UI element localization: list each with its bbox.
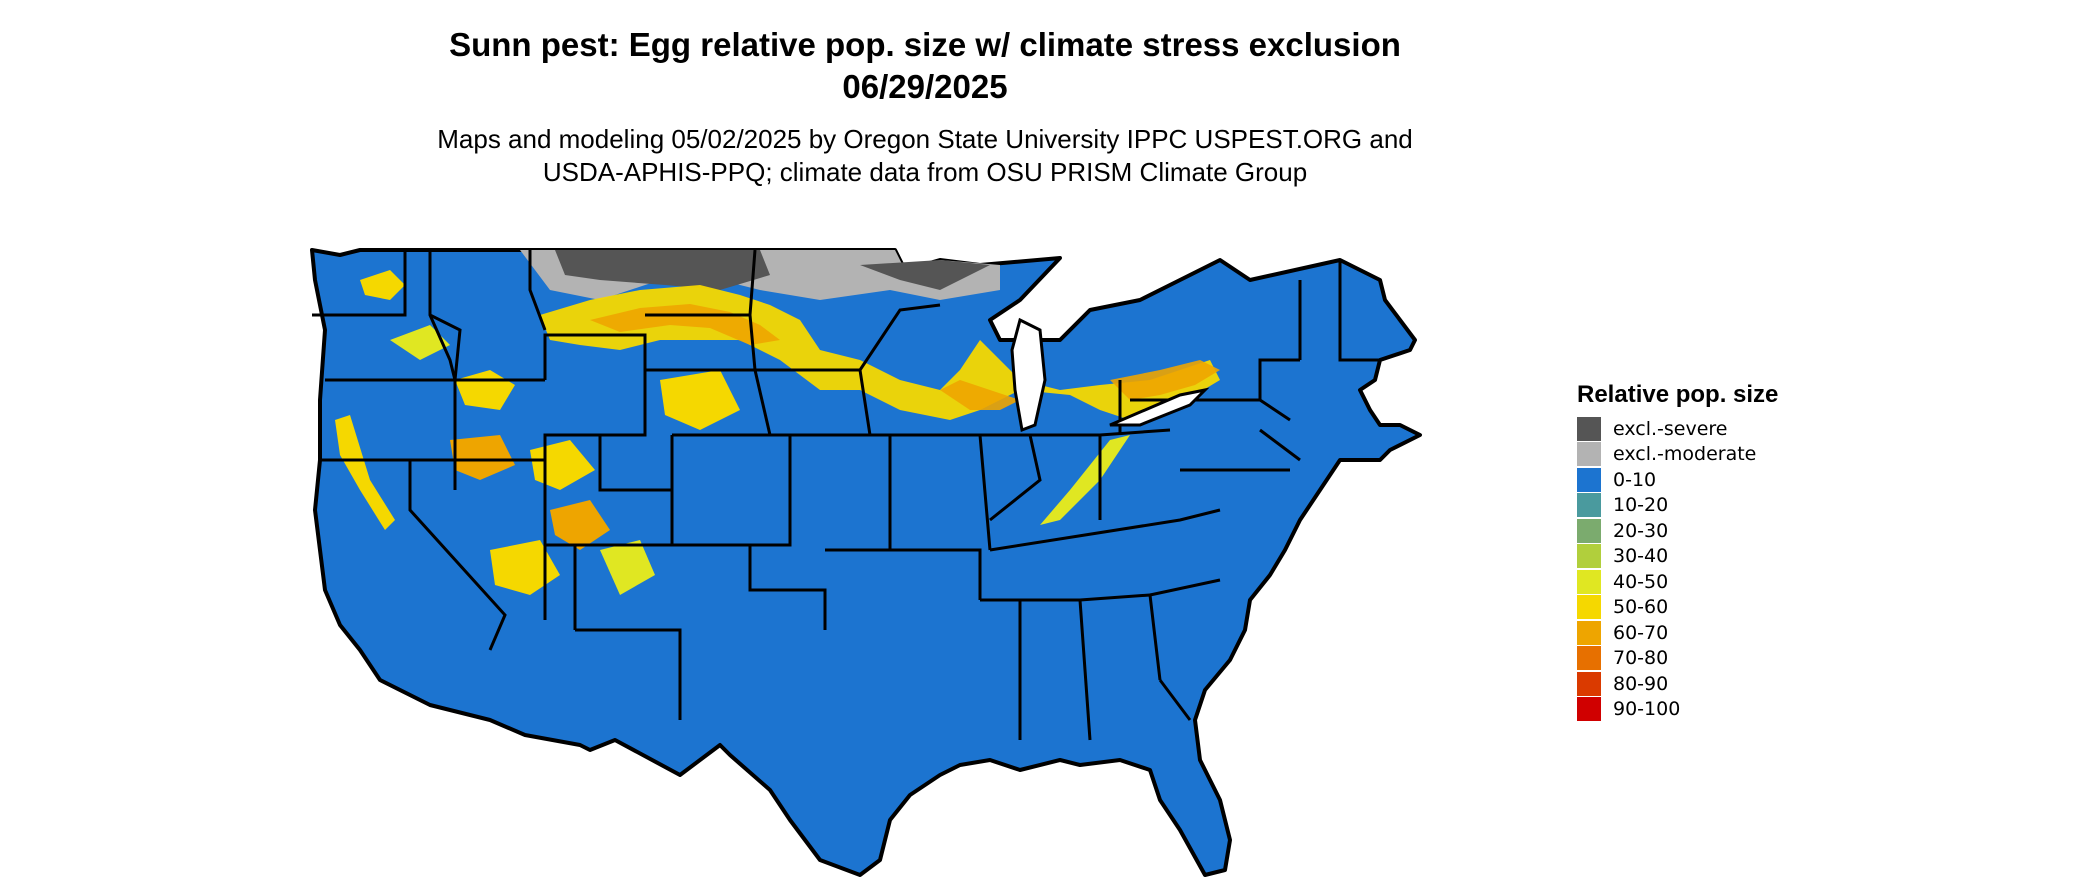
- sierra-strip: [335, 415, 395, 530]
- legend-item: excl.-severe: [1577, 416, 1778, 442]
- legend-label: excl.-severe: [1613, 417, 1728, 440]
- legend-item: 70-80: [1577, 646, 1778, 672]
- legend-item: 60-70: [1577, 620, 1778, 646]
- west-pocket-1: [360, 270, 405, 300]
- legend-swatch: [1577, 467, 1601, 492]
- legend-swatch: [1577, 697, 1601, 722]
- legend-swatch: [1577, 646, 1601, 671]
- legend-swatch: [1577, 671, 1601, 696]
- legend-title: Relative pop. size: [1577, 381, 1779, 408]
- legend-swatch: [1577, 493, 1601, 518]
- legend-swatch: [1577, 620, 1601, 645]
- northeast-band-orange: [1110, 360, 1220, 400]
- appalachian-strip: [1040, 435, 1130, 525]
- subtitle-line-2: USDA-APHIS-PPQ; climate data from OSU PR…: [542, 157, 1308, 187]
- legend-swatch: [1577, 518, 1601, 543]
- subtitle-line-1: Maps and modeling 05/02/2025 by Oregon S…: [437, 124, 1413, 154]
- legend-item: 90-100: [1577, 697, 1778, 723]
- legend-item: 50-60: [1577, 595, 1778, 621]
- legend-label: 70-80: [1613, 647, 1669, 670]
- legend-swatch: [1577, 595, 1601, 620]
- us-map-svg: [310, 248, 1422, 877]
- legend-swatch: [1577, 416, 1601, 441]
- excl-severe-mn: [860, 260, 990, 290]
- legend-label: 40-50: [1613, 570, 1669, 593]
- legend-label: 90-100: [1613, 698, 1681, 721]
- legend-label: 50-60: [1613, 596, 1669, 619]
- legend-items: excl.-severe excl.-moderate 0-10 10-20 20-30…: [1577, 416, 1778, 722]
- colorado-pocket: [660, 370, 740, 430]
- great-lakes-band-orange: [940, 380, 1020, 410]
- west-pocket-8: [600, 540, 655, 595]
- west-pocket-4: [450, 435, 515, 480]
- legend-item: 40-50: [1577, 569, 1778, 595]
- lake-michigan: [1010, 317, 1047, 433]
- legend: Relative pop. size excl.-severe excl.-mod…: [1577, 380, 1778, 722]
- legend-label: 0-10: [1613, 468, 1657, 491]
- title-line-2: 06/29/2025: [842, 68, 1008, 105]
- legend-label: 60-70: [1613, 621, 1669, 644]
- state-borders: [312, 249, 1380, 741]
- legend-swatch: [1577, 442, 1601, 467]
- us-land: [310, 248, 1422, 877]
- legend-swatch: [1577, 544, 1601, 569]
- lake-erie-ontario: [1109, 387, 1210, 427]
- legend-item: 0-10: [1577, 467, 1778, 493]
- us-map: [300, 220, 1550, 892]
- legend-item: 80-90: [1577, 671, 1778, 697]
- excl-severe-north: [555, 250, 770, 290]
- legend-label: excl.-moderate: [1613, 443, 1757, 466]
- legend-item: 30-40: [1577, 544, 1778, 570]
- legend-label: 20-30: [1613, 519, 1669, 542]
- west-pocket-2: [390, 325, 450, 360]
- map-subtitle: Maps and modeling 05/02/2025 by Oregon S…: [0, 123, 1850, 189]
- legend-item: excl.-moderate: [1577, 442, 1778, 468]
- legend-item: 10-20: [1577, 493, 1778, 519]
- legend-item: 20-30: [1577, 518, 1778, 544]
- legend-label: 80-90: [1613, 672, 1669, 695]
- title-line-1: Sunn pest: Egg relative pop. size w/ cli…: [449, 26, 1401, 63]
- west-pocket-7: [490, 540, 560, 595]
- legend-swatch: [1577, 569, 1601, 594]
- legend-label: 30-40: [1613, 545, 1669, 568]
- map-title: Sunn pest: Egg relative pop. size w/ cli…: [0, 24, 1850, 108]
- west-pocket-6: [550, 500, 610, 550]
- legend-label: 10-20: [1613, 494, 1669, 517]
